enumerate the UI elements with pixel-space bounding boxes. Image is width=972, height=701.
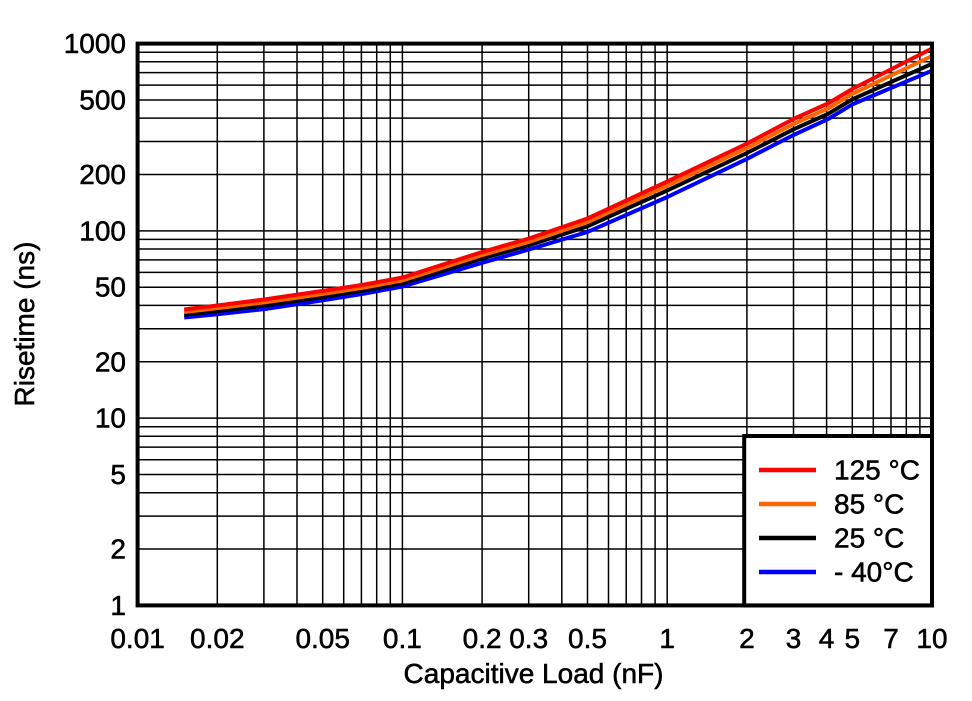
svg-text:2: 2 xyxy=(739,623,755,654)
svg-text:2: 2 xyxy=(110,534,126,565)
svg-text:- 40°C: - 40°C xyxy=(834,557,914,588)
svg-text:10: 10 xyxy=(95,403,126,434)
svg-text:0.5: 0.5 xyxy=(568,623,607,654)
svg-text:1: 1 xyxy=(110,590,126,621)
svg-text:7: 7 xyxy=(883,623,899,654)
svg-text:5: 5 xyxy=(845,623,861,654)
svg-text:0.05: 0.05 xyxy=(295,623,350,654)
svg-text:1: 1 xyxy=(659,623,675,654)
svg-text:5: 5 xyxy=(110,459,126,490)
svg-text:0.1: 0.1 xyxy=(383,623,422,654)
svg-text:500: 500 xyxy=(79,85,126,116)
svg-text:0.02: 0.02 xyxy=(190,623,245,654)
svg-text:Risetime (ns): Risetime (ns) xyxy=(9,242,40,407)
svg-text:0.2: 0.2 xyxy=(463,623,502,654)
svg-text:85 °C: 85 °C xyxy=(834,489,904,520)
svg-text:20: 20 xyxy=(95,346,126,377)
svg-text:10: 10 xyxy=(916,623,947,654)
svg-text:100: 100 xyxy=(79,215,126,246)
svg-text:0.01: 0.01 xyxy=(110,623,165,654)
svg-text:3: 3 xyxy=(786,623,802,654)
svg-text:Capacitive Load (nF): Capacitive Load (nF) xyxy=(404,658,664,689)
svg-text:200: 200 xyxy=(79,159,126,190)
svg-text:50: 50 xyxy=(95,272,126,303)
svg-text:0.3: 0.3 xyxy=(509,623,548,654)
svg-text:125 °C: 125 °C xyxy=(834,455,920,486)
svg-text:25 °C: 25 °C xyxy=(834,523,904,554)
svg-text:4: 4 xyxy=(819,623,835,654)
svg-text:1000: 1000 xyxy=(64,28,126,59)
